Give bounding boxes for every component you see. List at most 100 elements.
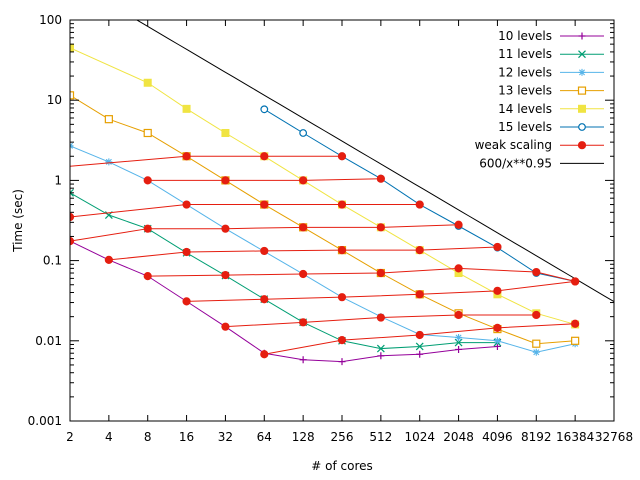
weak-scaling-point [454,220,463,229]
y-tick-label: 100 [39,13,62,27]
weak-scaling-point [299,318,308,327]
weak-scaling-line [147,178,381,181]
weak-scaling-line [70,155,342,167]
legend-swatch-marker [578,123,586,131]
data-point [70,91,75,100]
plot-area [70,20,614,366]
data-point [455,333,463,341]
legend-label: 10 levels [498,29,552,43]
data-point [376,344,385,353]
x-axis-label: # of cores [311,459,373,473]
x-tick-label: 4 [105,430,113,444]
data-point [104,115,113,124]
y-tick-label: 1 [54,173,62,187]
series-line [70,240,498,363]
data-point [299,129,308,137]
weak-scaling-point [260,200,269,209]
weak-scaling-point [571,277,580,286]
x-tick-label: 4096 [482,430,513,444]
weak-scaling-point [260,246,269,256]
weak-scaling-line [108,246,498,261]
weak-scaling-point [182,297,191,306]
data-point [182,104,191,113]
legend-swatch-marker [578,32,586,40]
legend-swatch-marker [577,86,587,95]
legend: 10 levels 11 levels 12 levels 13 levels 14 l… [475,29,604,170]
y-tick-label: 0.1 [43,254,62,268]
weak-scaling-line [70,224,459,242]
data-point [70,188,74,197]
data-point [260,105,269,114]
weak-scaling-point [493,242,502,252]
weak-scaling-point [337,336,347,345]
data-point [299,356,307,364]
weak-scaling-point [337,152,347,161]
weak-scaling-point [532,310,541,320]
legend-label: 15 levels [498,120,552,134]
series-line [70,94,576,345]
legend-label: 12 levels [498,65,552,79]
weak-scaling-point [299,269,308,279]
legend-swatch-marker [578,50,586,59]
legend-label: 600/x**0.95 [479,156,552,170]
weak-scaling-line [186,280,576,302]
x-tick-label: 2048 [443,430,474,444]
weak-scaling-point [260,152,269,161]
weak-scaling-point [415,330,424,340]
data-point [571,336,580,345]
weak-scaling-point [260,295,269,304]
series-600-over-x [135,20,614,303]
weak-scaling-point [104,255,113,265]
legend-swatch-marker [578,104,586,113]
x-tick-label: 16384 [556,430,594,444]
weak-scaling-point [299,176,308,185]
weak-scaling-point [454,264,463,273]
data-point [221,128,230,137]
weak-scaling-point [143,176,152,185]
data-point [338,358,346,366]
y-tick-label: 0.01 [35,334,62,348]
weak-scaling-point [299,223,308,232]
series-weak-scaling [70,152,580,359]
series-line [70,145,576,353]
x-tick-label: 512 [369,430,392,444]
data-point [70,43,74,52]
series-600-over-x-line [135,20,614,303]
weak-scaling-point [415,246,424,255]
data-point [532,339,541,348]
weak-scaling-point [376,174,385,183]
x-tick-label: 32 [218,430,233,444]
weak-scaling-point [143,272,152,281]
data-point [455,345,463,353]
y-axis-label: Time (sec) [11,189,25,253]
weak-scaling-point [221,270,230,280]
weak-scaling-point [454,310,463,320]
x-tick-label: 8 [144,430,152,444]
data-point [105,158,113,166]
legend-label: 11 levels [498,47,552,61]
data-point [143,78,152,87]
x-tick-label: 32768 [595,430,633,444]
data-point [143,128,152,138]
y-tick-label: 10 [47,93,62,107]
legend-label: 14 levels [498,102,552,116]
data-point [493,337,501,345]
weak-scaling-point [376,268,385,278]
weak-scaling-point [493,323,502,332]
weak-scaling-point [221,224,230,233]
x-tick-label: 256 [331,430,354,444]
weak-scaling-point [143,224,152,233]
weak-scaling-point [221,322,230,331]
weak-scaling-point [182,152,191,161]
weak-scaling-point [337,246,347,255]
weak-scaling-point [415,200,424,209]
legend-swatch-marker [577,141,587,150]
x-tick-label: 64 [257,430,272,444]
x-tick-label: 2 [66,430,74,444]
data-point [377,352,385,360]
x-tick-label: 1024 [404,430,435,444]
weak-scaling-point [493,286,502,295]
data-point [415,342,424,351]
legend-label: weak scaling [475,138,552,152]
legend-swatch-marker [578,68,586,76]
